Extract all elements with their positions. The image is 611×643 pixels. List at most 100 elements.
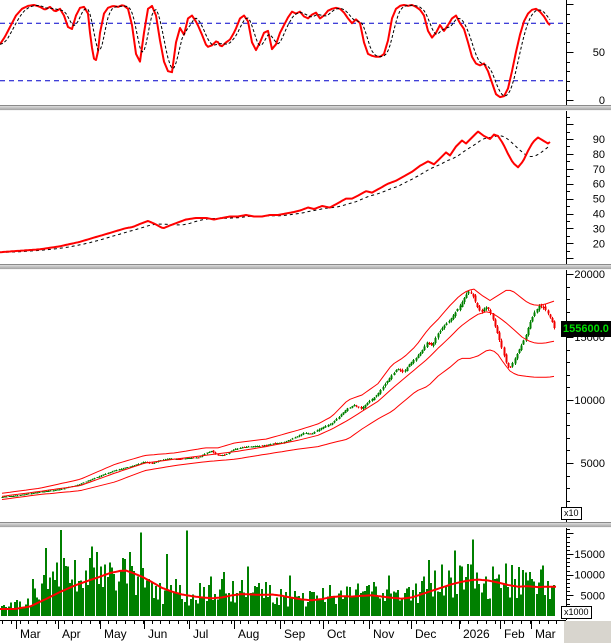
volume-bar: [390, 593, 392, 616]
volume-bar: [296, 596, 298, 616]
candle-body: [437, 333, 440, 338]
candle-body: [536, 309, 539, 313]
candle-body: [65, 487, 68, 489]
volume-bar: [357, 583, 359, 616]
volume-bar: [393, 591, 395, 616]
candle-body: [426, 342, 429, 347]
candle-body: [364, 405, 367, 408]
candle-body: [192, 457, 195, 459]
candle-body: [102, 474, 105, 476]
volume-bar: [120, 570, 122, 616]
candle-body: [498, 332, 501, 341]
volume-bar: [5, 607, 7, 616]
candle-body: [448, 321, 451, 323]
candle-body: [120, 468, 123, 470]
candle-body: [338, 416, 341, 420]
stochastic-panel-canvas[interactable]: 0 50: [0, 0, 611, 105]
candle-body: [485, 307, 488, 309]
candle-body: [329, 424, 332, 426]
volume-bar: [239, 591, 241, 616]
trend-indicator-panel[interactable]: 20 30 40 50 60 70 80 90: [0, 111, 611, 264]
candle-body: [423, 346, 426, 351]
price-candlestick-panel[interactable]: 5000 10000 15000 20000: [0, 270, 611, 522]
candle-body: [518, 349, 521, 354]
volume-bar: [173, 592, 175, 616]
volume-bar: [137, 576, 139, 616]
candle-body: [261, 445, 264, 447]
candle-body: [406, 367, 409, 371]
volume-bar: [476, 572, 478, 616]
volume-bar: [186, 530, 188, 616]
candle-body: [276, 443, 279, 445]
candle-body: [355, 405, 358, 407]
panel-splitter[interactable]: [0, 105, 611, 111]
volume-panel-canvas[interactable]: 5000 10000 15000: [0, 528, 611, 620]
volume-bar: [300, 599, 302, 616]
panel-splitter[interactable]: [0, 522, 611, 528]
candle-body: [421, 350, 424, 353]
volume-panel[interactable]: 5000 10000 15000: [0, 528, 611, 620]
candle-body: [19, 495, 22, 497]
volume-bar: [291, 597, 293, 616]
volume-bar: [547, 580, 549, 616]
volume-bar: [168, 590, 170, 616]
y-axis-label: 0: [599, 95, 605, 105]
candle-body: [362, 407, 365, 410]
candle-body: [223, 454, 226, 456]
candle-body: [208, 451, 211, 453]
volume-bar: [443, 595, 445, 616]
candle-body: [93, 477, 96, 479]
volume-bar: [69, 583, 71, 616]
candle-body: [267, 444, 270, 446]
volume-bar: [45, 547, 47, 616]
candle-body: [441, 328, 444, 330]
candle-body: [496, 326, 499, 334]
candle-body: [140, 463, 143, 465]
stochastic-panel[interactable]: 0 50: [0, 0, 611, 105]
candle-body: [509, 366, 512, 368]
x-axis-month-label: Nov: [373, 627, 394, 641]
candle-body: [346, 408, 349, 412]
candle-body: [417, 355, 420, 358]
volume-bar: [415, 583, 417, 616]
x-axis-month-label: Jul: [193, 627, 208, 641]
candle-body: [342, 412, 345, 415]
volume-bar: [309, 591, 311, 616]
volume-bar: [307, 602, 309, 616]
volume-bar: [485, 576, 487, 616]
volume-bar: [201, 596, 203, 616]
candle-body: [186, 458, 189, 460]
volume-bar: [232, 580, 234, 616]
candle-body: [278, 442, 281, 444]
candle-body: [371, 399, 374, 401]
candle-body: [316, 430, 319, 432]
candle-body: [393, 372, 396, 375]
candle-body: [307, 433, 310, 435]
volume-bar: [254, 585, 256, 616]
volume-bar: [500, 587, 502, 616]
candle-body: [142, 462, 145, 464]
candle-body: [549, 314, 552, 318]
candle-body: [1, 496, 4, 498]
volume-bar: [241, 579, 243, 616]
x-axis-month-label: Jun: [148, 627, 167, 641]
y-axis-label: 50: [593, 47, 605, 59]
volume-bar: [197, 603, 199, 616]
candle-body: [489, 309, 492, 314]
volume-bar: [109, 562, 111, 616]
candle-body: [445, 323, 448, 326]
candle-body: [324, 425, 327, 428]
candle-body: [478, 306, 481, 311]
volume-bar: [355, 589, 357, 616]
x-axis-canvas[interactable]: Mar Apr May Jun Jul Aug Sep Oct Nov Dec 2026 Feb Mar: [0, 620, 611, 643]
candle-body: [404, 370, 407, 372]
candle-body: [395, 370, 398, 373]
volume-bar: [335, 604, 337, 616]
candle-body: [353, 405, 356, 407]
panel-splitter[interactable]: [0, 264, 611, 270]
trend-panel-canvas[interactable]: 20 30 40 50 60 70 80 90: [0, 111, 611, 264]
y-axis-label: 10000: [574, 395, 605, 407]
volume-bar: [463, 589, 465, 616]
